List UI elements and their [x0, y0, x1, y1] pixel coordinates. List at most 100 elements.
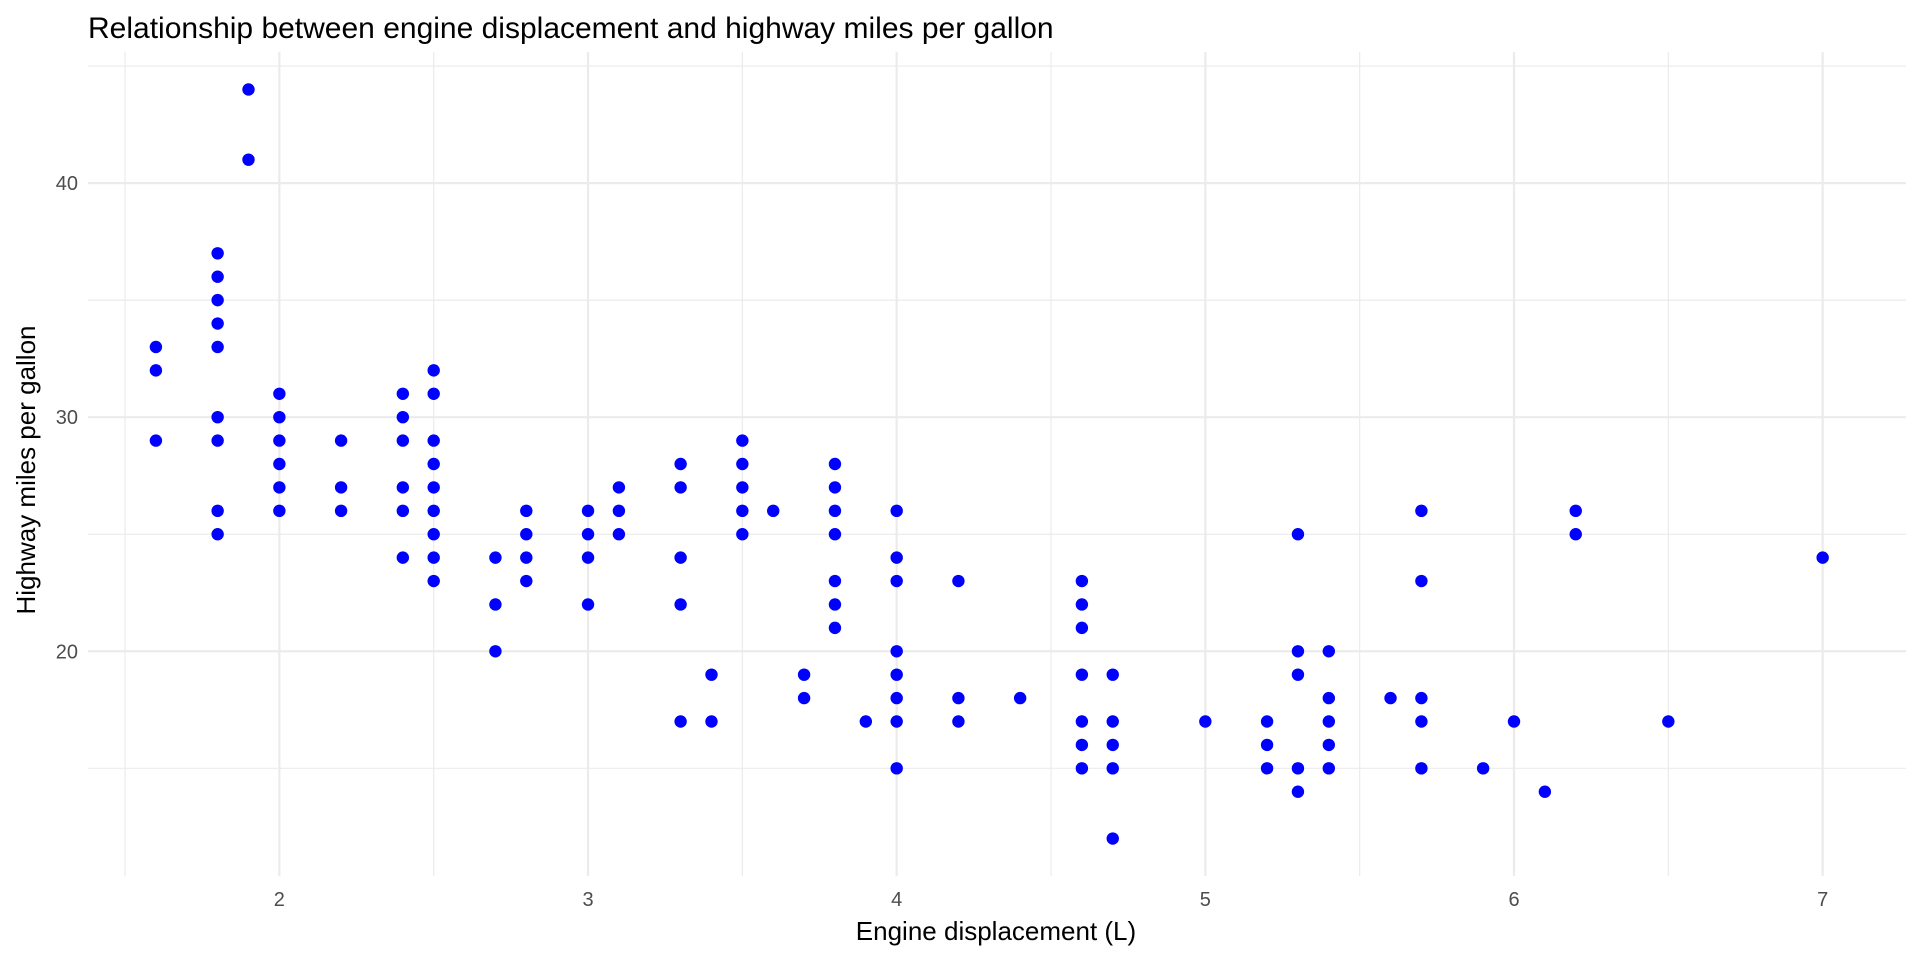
data-point	[1106, 832, 1119, 845]
data-point	[211, 293, 224, 307]
data-point	[427, 528, 440, 541]
data-point	[211, 317, 224, 330]
data-point	[396, 387, 410, 400]
data-point	[489, 598, 502, 611]
x-tick-label: 5	[1200, 889, 1211, 911]
data-point	[705, 668, 718, 681]
data-point	[427, 434, 440, 447]
data-point	[1816, 551, 1829, 564]
data-point	[1075, 621, 1089, 635]
data-point	[273, 387, 286, 400]
data-point	[859, 715, 873, 728]
data-point	[242, 153, 255, 166]
y-tick-label: 40	[56, 173, 78, 195]
data-point	[1199, 715, 1212, 728]
data-point	[489, 551, 502, 564]
data-point	[1260, 738, 1274, 752]
data-point	[427, 551, 440, 564]
data-point	[1291, 762, 1305, 775]
data-point	[1569, 528, 1582, 541]
data-point	[1106, 738, 1119, 752]
chart-title: Relationship between engine displacement…	[88, 12, 1054, 45]
data-point	[1075, 715, 1089, 728]
data-point	[1106, 668, 1119, 681]
data-point	[273, 504, 286, 518]
data-point	[1075, 574, 1089, 588]
data-point	[828, 457, 842, 471]
data-point	[1260, 715, 1274, 728]
data-point	[674, 551, 687, 564]
x-tick-label: 3	[582, 889, 593, 911]
data-point	[211, 528, 224, 541]
data-point	[520, 551, 533, 564]
data-point	[674, 457, 687, 471]
data-point	[828, 481, 842, 494]
data-point	[427, 574, 440, 588]
data-point	[828, 528, 842, 541]
data-point	[952, 574, 965, 588]
data-point	[890, 645, 903, 658]
x-tick-label: 4	[891, 889, 902, 911]
data-point	[427, 504, 440, 518]
data-point	[149, 434, 163, 447]
data-point	[581, 504, 595, 518]
data-point	[1322, 645, 1336, 658]
data-point	[1384, 691, 1397, 705]
data-point	[612, 504, 626, 518]
data-point	[674, 715, 687, 728]
data-point	[767, 504, 780, 518]
y-axis-title: Highway miles per gallon	[11, 325, 41, 614]
data-point	[674, 598, 687, 611]
data-point	[890, 691, 903, 705]
data-point	[1415, 504, 1428, 518]
data-point	[1291, 785, 1305, 798]
data-point	[890, 574, 903, 588]
data-point	[211, 270, 224, 283]
data-point	[581, 528, 595, 541]
data-point	[1415, 574, 1428, 588]
data-point	[211, 340, 224, 354]
data-point	[149, 340, 163, 354]
x-tick-label: 7	[1817, 889, 1828, 911]
y-tick-label: 30	[56, 407, 78, 429]
data-point	[581, 551, 595, 564]
data-point	[1013, 691, 1027, 705]
data-point	[1106, 715, 1119, 728]
data-point	[489, 645, 502, 658]
data-point	[334, 481, 348, 494]
data-point	[1075, 738, 1089, 752]
data-point	[1106, 762, 1119, 775]
data-point	[828, 621, 842, 635]
data-point	[612, 528, 626, 541]
data-point	[1075, 598, 1089, 611]
data-point	[334, 434, 348, 447]
data-point	[828, 574, 842, 588]
data-point	[1322, 738, 1336, 752]
data-point	[1322, 762, 1336, 775]
data-point	[334, 504, 348, 518]
data-point	[828, 598, 842, 611]
data-point	[736, 504, 749, 518]
data-point	[211, 247, 224, 260]
data-point	[273, 410, 286, 424]
data-point	[211, 410, 224, 424]
data-point	[396, 504, 410, 518]
data-point	[273, 434, 286, 447]
data-point	[1075, 668, 1089, 681]
data-point	[1322, 715, 1336, 728]
data-point	[1291, 645, 1305, 658]
data-point	[520, 574, 533, 588]
data-point	[890, 715, 903, 728]
data-point	[705, 715, 718, 728]
data-point	[396, 410, 410, 424]
data-point	[427, 481, 440, 494]
data-point	[211, 434, 224, 447]
data-point	[890, 668, 903, 681]
data-point	[797, 691, 811, 705]
data-point	[736, 434, 749, 447]
data-point	[520, 528, 533, 541]
data-point	[1538, 785, 1552, 798]
data-point	[828, 504, 842, 518]
